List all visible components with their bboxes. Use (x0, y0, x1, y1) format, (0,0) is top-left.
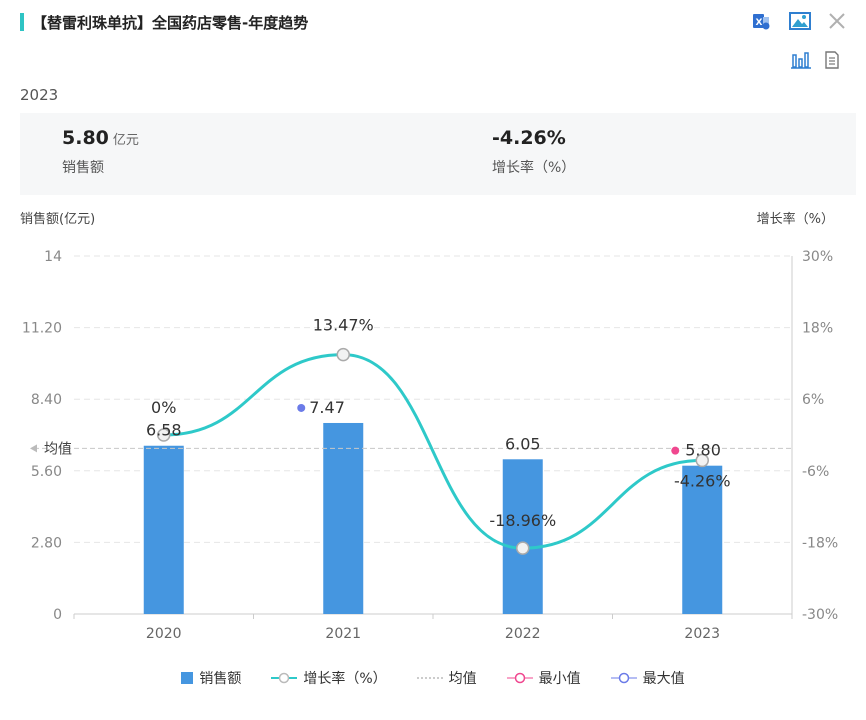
x-tick-label: 2023 (684, 626, 720, 642)
left-tick-label: 0 (53, 607, 62, 623)
sales-kpi: 5.80 亿元 销售额 (62, 127, 139, 177)
growth-value: -4.26% (492, 127, 566, 149)
right-tick-label: -18% (802, 535, 838, 551)
legend-label-min: 最小值 (538, 671, 581, 687)
bar-2021 (323, 422, 364, 614)
chart-title: 【替雷利珠单抗】全国药店零售-年度趋势 (32, 13, 309, 32)
chart-legend: 销售额 增长率（%） 均值 最小值 最大值 (0, 668, 866, 688)
legend-min-swatch (506, 672, 533, 684)
legend-item-avg[interactable]: 均值 (416, 668, 477, 688)
right-axis-title: 增长率（%） (756, 212, 834, 227)
max-marker (297, 403, 306, 412)
right-tick-label: 18% (802, 321, 833, 337)
legend-item-max[interactable]: 最大值 (610, 668, 685, 688)
chart-title-bar: 【替雷利珠单抗】全国药店零售-年度趋势 (20, 10, 308, 34)
bar-value-label: 6.05 (505, 434, 541, 453)
growth-value-label: 0% (151, 398, 176, 417)
sales-unit: 亿元 (112, 133, 139, 148)
legend-item-min[interactable]: 最小值 (506, 668, 581, 688)
min-marker (671, 446, 680, 455)
growth-value-label: -4.26% (674, 471, 731, 490)
sales-label: 销售额 (62, 160, 104, 176)
right-tick-label: 6% (802, 392, 824, 408)
growth-point-2023 (695, 453, 709, 468)
chart-plot-area: 0 -30% 2.80 -18% 5.60 -6% 8.40 6% 11.20 18% 14 30% 均… (22, 249, 838, 642)
bar-2020 (143, 445, 184, 614)
legend-max-swatch (610, 672, 637, 684)
growth-point-2021 (336, 347, 350, 362)
x-tick-label: 2021 (325, 626, 361, 642)
left-tick-label: 8.40 (31, 392, 62, 408)
right-tick-label: 30% (802, 249, 833, 265)
title-accent-bar (20, 13, 24, 31)
bar-chart-icon[interactable] (790, 50, 812, 70)
legend-line-swatch (271, 672, 298, 684)
growth-point-2022 (516, 541, 530, 555)
x-tick-label: 2022 (505, 626, 541, 642)
right-tick-label: -30% (802, 607, 838, 623)
legend-label-max: 最大值 (642, 671, 685, 687)
close-icon[interactable] (826, 10, 848, 32)
summary-panel: 5.80 亿元 销售额 -4.26% 增长率（%） (20, 113, 856, 195)
growth-kpi: -4.26% 增长率（%） (492, 127, 575, 177)
legend-item-growth[interactable]: 增长率（%） (271, 668, 387, 688)
legend-label-sales: 销售额 (199, 671, 242, 687)
left-tick-label: 14 (44, 249, 62, 265)
x-tick-label: 2020 (146, 626, 182, 642)
bar-value-label: 7.47 (309, 398, 345, 417)
sales-value: 5.80 (62, 127, 109, 149)
growth-value-label: 13.47% (313, 316, 374, 335)
bar-2023 (682, 465, 723, 614)
right-tick-label: -6% (802, 464, 829, 480)
legend-item-sales[interactable]: 销售额 (181, 668, 241, 688)
left-tick-label: 5.60 (31, 464, 62, 480)
left-tick-label: 11.20 (22, 321, 62, 337)
left-axis-title: 销售额(亿元) (20, 212, 96, 227)
growth-rate-line (163, 353, 703, 550)
document-icon[interactable] (822, 50, 842, 70)
year-label: 2023 (20, 86, 59, 104)
left-tick-label: 2.80 (31, 535, 62, 551)
legend-label-growth: 增长率（%） (303, 671, 387, 687)
growth-label: 增长率（%） (492, 160, 576, 176)
legend-label-avg: 均值 (448, 671, 477, 687)
image-export-icon[interactable] (788, 10, 812, 32)
bar-value-label: 6.58 (146, 421, 182, 440)
growth-point-2020 (157, 428, 171, 442)
bar-value-label: 5.80 (685, 441, 721, 460)
svg-text:X: X (756, 18, 763, 28)
excel-export-icon[interactable]: X (750, 10, 772, 32)
legend-avg-swatch (416, 677, 443, 679)
growth-value-label: -18.96% (489, 511, 556, 530)
bar-2022 (502, 459, 543, 614)
average-marker (30, 444, 37, 453)
legend-bar-swatch (181, 672, 194, 684)
average-label: 均值 (44, 441, 72, 457)
